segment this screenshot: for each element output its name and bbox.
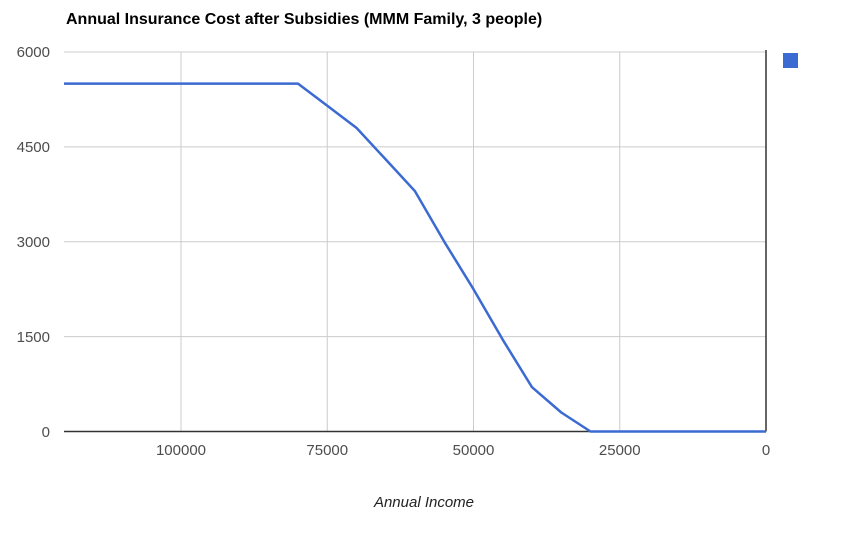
x-tick-label: 75000 bbox=[306, 442, 349, 459]
chart-title: Annual Insurance Cost after Subsidies (M… bbox=[66, 11, 543, 28]
data-series-line bbox=[64, 82, 766, 433]
x-tick-label: 0 bbox=[761, 442, 771, 459]
y-tick-label: 3000 bbox=[16, 233, 50, 251]
x-tick-label: 25000 bbox=[598, 442, 641, 459]
legend-series-marker-icon bbox=[783, 53, 798, 68]
y-tick-label: 6000 bbox=[16, 44, 50, 61]
y-tick-label: 1500 bbox=[16, 328, 50, 346]
legend bbox=[783, 53, 798, 68]
x-axis-title: Annual Income bbox=[373, 494, 475, 511]
x-tick-label: 50000 bbox=[452, 442, 495, 459]
y-tick-label: 0 bbox=[41, 423, 50, 441]
y-tick-label: 4500 bbox=[16, 138, 50, 156]
x-tick-label: 100000 bbox=[155, 442, 207, 459]
